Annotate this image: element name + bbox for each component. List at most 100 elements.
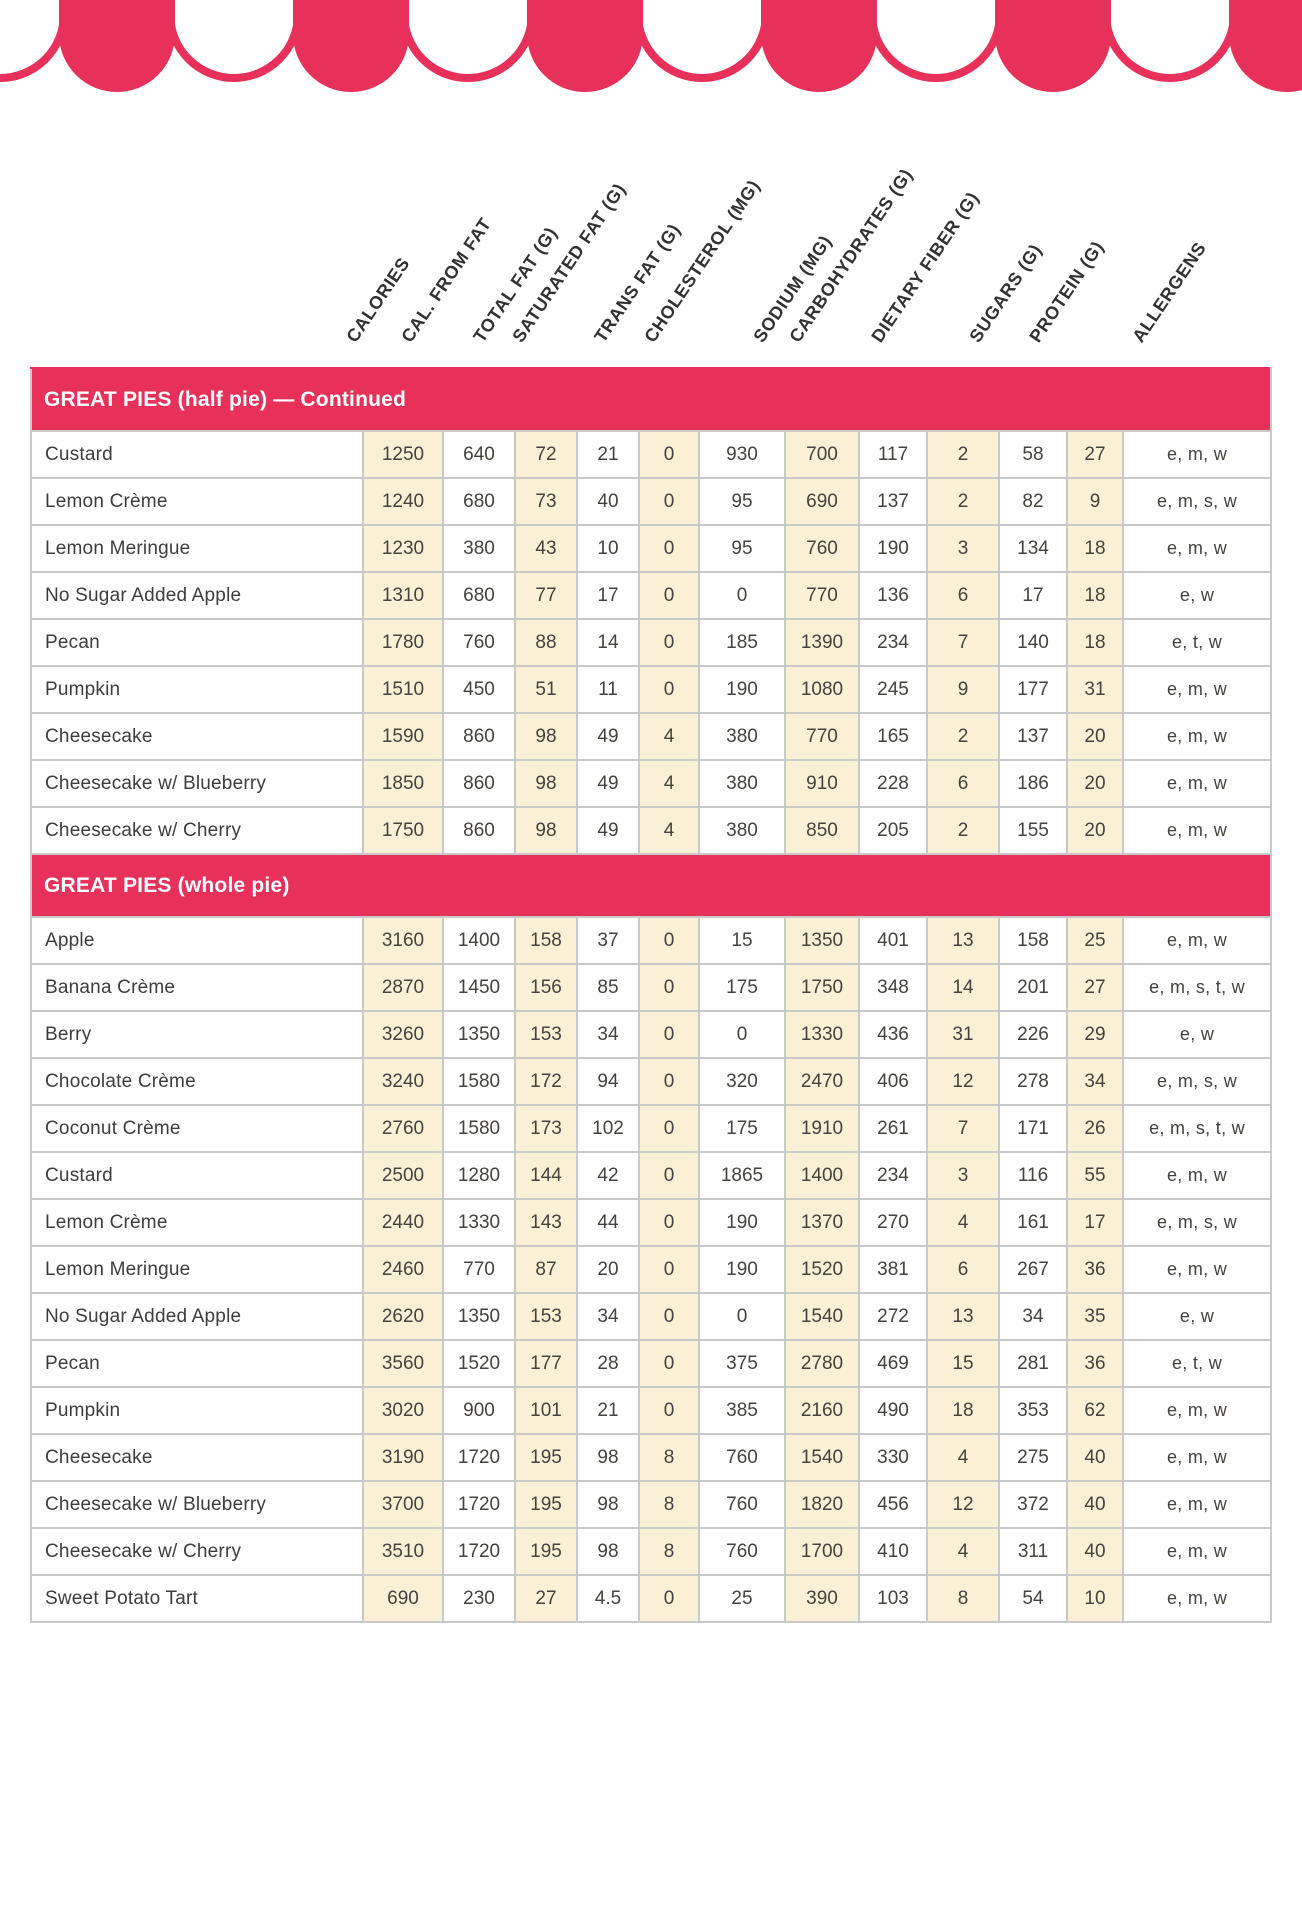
nutrition-value: 9 <box>926 665 1000 714</box>
item-name: Cheesecake w/ Cherry <box>30 806 364 855</box>
nutrition-table: GREAT PIES (half pie) — Continued Custard… <box>29 367 1273 1623</box>
nutrition-value: 25 <box>698 1574 786 1623</box>
nutrition-value: 0 <box>638 430 700 479</box>
allergens-value: e, m, w <box>1121 524 1273 573</box>
nutrition-value: 1580 <box>442 1104 516 1153</box>
nutrition-value: 4 <box>926 1527 1000 1576</box>
nutrition-value: 34 <box>576 1010 640 1059</box>
allergens-value: e, m, w <box>1121 806 1273 855</box>
nutrition-value: 95 <box>698 477 786 526</box>
nutrition-value: 49 <box>576 759 640 808</box>
nutrition-value: 27 <box>1066 430 1124 479</box>
nutrition-value: 2870 <box>362 963 444 1012</box>
item-name: Chocolate Crème <box>30 1057 364 1106</box>
table-row: Pecan 3560 1520 177 28 0 375 2780 469 15 281 36 e, t… <box>30 1339 1273 1388</box>
nutrition-value: 165 <box>858 712 928 761</box>
nutrition-value: 2460 <box>362 1245 444 1294</box>
section-title: GREAT PIES (whole pie) <box>44 873 290 897</box>
nutrition-value: 1580 <box>442 1057 516 1106</box>
nutrition-value: 1780 <box>362 618 444 667</box>
nutrition-value: 1750 <box>362 806 444 855</box>
nutrition-value: 2500 <box>362 1151 444 1200</box>
nutrition-value: 28 <box>576 1339 640 1388</box>
nutrition-value: 2 <box>926 712 1000 761</box>
nutrition-value: 185 <box>698 618 786 667</box>
nutrition-value: 153 <box>514 1292 578 1341</box>
nutrition-value: 0 <box>638 1151 700 1200</box>
nutrition-value: 2160 <box>784 1386 860 1435</box>
section-header-cell: GREAT PIES (whole pie) <box>29 853 1273 918</box>
nutrition-value: 410 <box>858 1527 928 1576</box>
nutrition-value: 278 <box>998 1057 1068 1106</box>
nutrition-value: 261 <box>858 1104 928 1153</box>
table-row: Lemon Meringue 2460 770 87 20 0 190 1520 381 6 267… <box>30 1245 1273 1294</box>
nutrition-value: 58 <box>998 430 1068 479</box>
nutrition-value: 2470 <box>784 1057 860 1106</box>
allergens-value: e, m, s, w <box>1121 477 1273 526</box>
nutrition-value: 177 <box>514 1339 578 1388</box>
item-name: Custard <box>30 1151 364 1200</box>
allergens-value: e, m, s, w <box>1121 1198 1273 1247</box>
section-title: GREAT PIES (half pie) — Continued <box>44 387 407 411</box>
nutrition-value: 102 <box>576 1104 640 1153</box>
nutrition-value: 245 <box>858 665 928 714</box>
nutrition-value: 228 <box>858 759 928 808</box>
nutrition-value: 6 <box>926 571 1000 620</box>
nutrition-value: 40 <box>576 477 640 526</box>
table-row: Pecan 1780 760 88 14 0 185 1390 234 7 140 18 e, t, w <box>30 618 1273 667</box>
allergens-value: e, m, w <box>1121 1245 1273 1294</box>
nutrition-value: 40 <box>1066 1433 1124 1482</box>
item-name: Sweet Potato Tart <box>30 1574 364 1623</box>
nutrition-value: 1310 <box>362 571 444 620</box>
nutrition-value: 760 <box>442 618 516 667</box>
nutrition-value: 380 <box>698 712 786 761</box>
nutrition-value: 0 <box>638 1292 700 1341</box>
item-name: Berry <box>30 1010 364 1059</box>
nutrition-value: 15 <box>926 1339 1000 1388</box>
nutrition-value: 3260 <box>362 1010 444 1059</box>
nutrition-value: 380 <box>698 759 786 808</box>
item-name: Coconut Crème <box>30 1104 364 1153</box>
nutrition-value: 2620 <box>362 1292 444 1341</box>
nutrition-value: 12 <box>926 1480 1000 1529</box>
nutrition-value: 34 <box>998 1292 1068 1341</box>
nutrition-value: 3190 <box>362 1433 444 1482</box>
item-name: Cheesecake w/ Blueberry <box>30 759 364 808</box>
allergens-value: e, w <box>1121 1010 1273 1059</box>
nutrition-value: 18 <box>1066 524 1124 573</box>
nutrition-value: 311 <box>998 1527 1068 1576</box>
nutrition-value: 26 <box>1066 1104 1124 1153</box>
nutrition-value: 2780 <box>784 1339 860 1388</box>
nutrition-value: 353 <box>998 1386 1068 1435</box>
nutrition-value: 640 <box>442 430 516 479</box>
nutrition-value: 1910 <box>784 1104 860 1153</box>
nutrition-value: 3160 <box>362 916 444 965</box>
nutrition-value: 156 <box>514 963 578 1012</box>
allergens-value: e, m, w <box>1121 665 1273 714</box>
nutrition-value: 17 <box>998 571 1068 620</box>
nutrition-value: 15 <box>698 916 786 965</box>
nutrition-value: 680 <box>442 571 516 620</box>
nutrition-value: 190 <box>858 524 928 573</box>
nutrition-value: 900 <box>442 1386 516 1435</box>
nutrition-value: 6 <box>926 759 1000 808</box>
nutrition-value: 0 <box>638 665 700 714</box>
nutrition-value: 20 <box>1066 759 1124 808</box>
nutrition-value: 158 <box>998 916 1068 965</box>
nutrition-value: 2440 <box>362 1198 444 1247</box>
nutrition-value: 1350 <box>442 1292 516 1341</box>
nutrition-value: 490 <box>858 1386 928 1435</box>
nutrition-value: 456 <box>858 1480 928 1529</box>
nutrition-value: 14 <box>926 963 1000 1012</box>
nutrition-value: 4 <box>926 1198 1000 1247</box>
nutrition-value: 98 <box>514 712 578 761</box>
nutrition-value: 137 <box>858 477 928 526</box>
table-row: No Sugar Added Apple 2620 1350 153 34 0 0 1540 2… <box>30 1292 1273 1341</box>
nutrition-value: 8 <box>638 1433 700 1482</box>
nutrition-value: 87 <box>514 1245 578 1294</box>
nutrition-value: 62 <box>1066 1386 1124 1435</box>
nutrition-value: 1720 <box>442 1480 516 1529</box>
item-name: Pecan <box>30 1339 364 1388</box>
nutrition-value: 190 <box>698 1198 786 1247</box>
nutrition-value: 770 <box>784 571 860 620</box>
